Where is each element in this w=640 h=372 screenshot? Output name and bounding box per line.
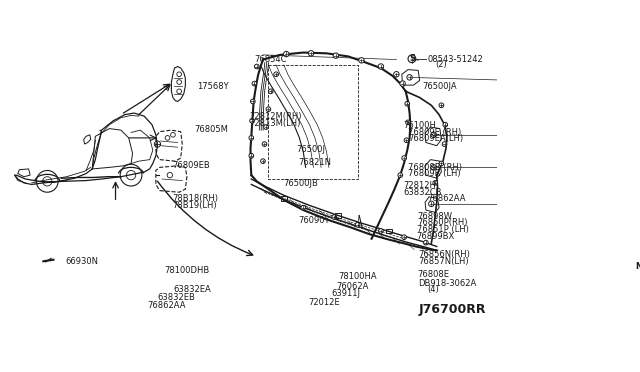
Circle shape: [355, 222, 360, 227]
Text: 76856N(RH): 76856N(RH): [418, 250, 470, 259]
Circle shape: [429, 201, 434, 206]
Circle shape: [284, 51, 289, 57]
Text: (4): (4): [427, 285, 438, 294]
Circle shape: [333, 53, 339, 58]
Circle shape: [424, 240, 428, 245]
Circle shape: [431, 165, 436, 170]
Circle shape: [408, 55, 416, 62]
Circle shape: [268, 89, 273, 94]
Text: N: N: [635, 262, 640, 271]
Text: 78100HA: 78100HA: [339, 272, 377, 280]
Text: 78B18(RH): 78B18(RH): [172, 195, 218, 203]
Circle shape: [252, 81, 257, 86]
Text: 76808R (RH): 76808R (RH): [408, 163, 462, 172]
Text: 63832EA: 63832EA: [173, 285, 211, 294]
Text: 66930N: 66930N: [65, 257, 99, 266]
Text: 63832EB: 63832EB: [157, 294, 195, 302]
Circle shape: [439, 103, 444, 108]
Text: 63911J: 63911J: [331, 289, 360, 298]
Text: 76808E: 76808E: [417, 270, 449, 279]
Circle shape: [262, 142, 267, 147]
Text: S: S: [409, 54, 415, 63]
Text: 76809E (RH): 76809E (RH): [408, 128, 461, 137]
Circle shape: [255, 64, 259, 69]
Circle shape: [443, 122, 447, 127]
Text: 76809R (LH): 76809R (LH): [408, 169, 461, 178]
Circle shape: [433, 180, 438, 185]
Circle shape: [406, 120, 410, 125]
Text: 76854C: 76854C: [254, 55, 287, 64]
Circle shape: [274, 72, 278, 77]
Text: 17568Y: 17568Y: [197, 82, 228, 91]
Text: 76062A: 76062A: [337, 282, 369, 291]
Text: 76899BX: 76899BX: [416, 232, 454, 241]
Text: (2): (2): [435, 60, 447, 69]
Circle shape: [301, 205, 306, 210]
Circle shape: [405, 102, 410, 106]
Text: 72813M(LH): 72813M(LH): [249, 119, 300, 128]
Text: 72812M(RH): 72812M(RH): [249, 112, 301, 121]
Circle shape: [332, 215, 337, 219]
Circle shape: [400, 81, 405, 86]
Text: 76857N(LH): 76857N(LH): [418, 257, 468, 266]
Circle shape: [404, 138, 409, 142]
Circle shape: [359, 58, 364, 63]
Circle shape: [378, 229, 383, 233]
Circle shape: [308, 51, 314, 56]
Text: 76862AA: 76862AA: [428, 195, 467, 203]
Text: 08543-51242: 08543-51242: [428, 55, 483, 64]
Text: 72812H: 72812H: [403, 182, 436, 190]
Text: 76809EA(LH): 76809EA(LH): [408, 134, 463, 143]
Text: 76100H: 76100H: [403, 121, 436, 130]
Circle shape: [439, 161, 444, 166]
Text: 76821N: 76821N: [299, 158, 332, 167]
Text: 76500JA: 76500JA: [423, 82, 458, 91]
Text: 76090Y: 76090Y: [299, 215, 330, 225]
Text: 76850P(RH): 76850P(RH): [417, 218, 467, 227]
Text: 63832CB: 63832CB: [403, 188, 442, 197]
Text: 76805M: 76805M: [195, 125, 228, 134]
Circle shape: [394, 71, 399, 77]
Text: DB918-3062A: DB918-3062A: [418, 279, 476, 288]
Text: 76500J: 76500J: [296, 145, 325, 154]
Text: 76851P (LH): 76851P (LH): [417, 225, 468, 234]
Circle shape: [398, 173, 403, 177]
Circle shape: [402, 156, 406, 160]
Circle shape: [407, 75, 412, 80]
Circle shape: [266, 107, 271, 112]
Text: 78B19(LH): 78B19(LH): [172, 201, 216, 210]
Circle shape: [378, 64, 383, 69]
Text: 76862AA: 76862AA: [147, 301, 186, 310]
Text: 76500JB: 76500JB: [284, 179, 319, 187]
Circle shape: [250, 99, 255, 104]
Circle shape: [264, 125, 268, 129]
Circle shape: [249, 153, 253, 158]
Text: 76898W: 76898W: [417, 212, 452, 221]
Circle shape: [402, 235, 406, 240]
Text: 72012E: 72012E: [308, 298, 340, 307]
Circle shape: [260, 159, 265, 164]
Text: J76700RR: J76700RR: [418, 303, 486, 316]
Circle shape: [635, 263, 640, 270]
Circle shape: [431, 132, 436, 138]
Circle shape: [442, 142, 447, 147]
Circle shape: [250, 119, 255, 123]
Text: 78100DHB: 78100DHB: [164, 266, 210, 275]
Circle shape: [249, 135, 253, 140]
Text: 76809EB: 76809EB: [172, 161, 210, 170]
